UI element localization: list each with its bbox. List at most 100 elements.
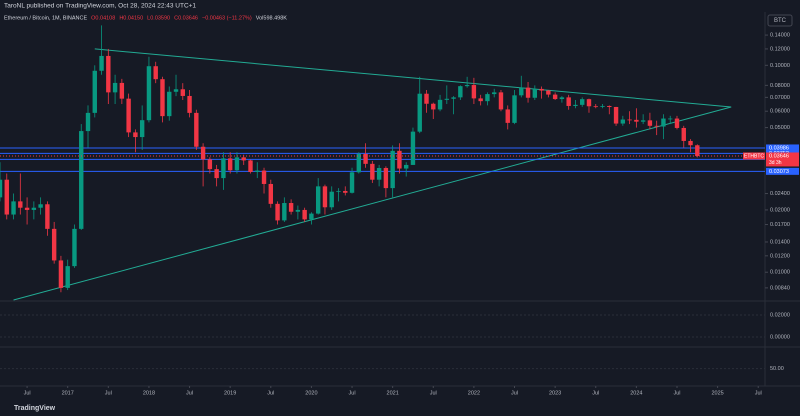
candle-body xyxy=(288,203,294,212)
footer-logo: TradingView xyxy=(14,405,56,412)
candle-body xyxy=(153,66,158,80)
level-label: 0.03986 xyxy=(769,145,789,151)
candle-body xyxy=(221,158,226,179)
y-tick-label: 0.02000 xyxy=(770,207,790,213)
candle-body xyxy=(126,98,131,133)
candle-body xyxy=(248,160,253,173)
currency-box[interactable] xyxy=(767,14,793,27)
y-tick-label: 0.12000 xyxy=(770,46,790,52)
y-tick-label: 0.05000 xyxy=(770,125,790,131)
candle-body xyxy=(261,170,267,184)
candle-body xyxy=(559,97,565,100)
candle-body xyxy=(471,85,477,99)
currency[interactable]: BTC xyxy=(774,18,787,24)
x-tick-label: 2023 xyxy=(549,390,561,396)
candle-body xyxy=(552,94,558,100)
candle-body xyxy=(403,164,409,169)
candle-body xyxy=(45,204,50,229)
candle-body xyxy=(356,153,362,173)
macd-tick-label: 0.02000 xyxy=(770,312,790,318)
level-label-box xyxy=(766,144,799,152)
candle-body xyxy=(532,88,538,98)
candle-body xyxy=(580,99,585,105)
candle-body xyxy=(139,120,145,138)
candle-body xyxy=(241,157,246,161)
high: H0.04150 xyxy=(119,15,143,21)
y-tick-label: 0.02400 xyxy=(770,191,790,197)
candle-body xyxy=(464,85,470,87)
candle-body xyxy=(376,167,382,180)
last-price-label: 0.03646 xyxy=(769,153,789,159)
candle-body xyxy=(343,190,348,193)
candle-body xyxy=(187,95,192,113)
y-tick-label: 0.06000 xyxy=(770,109,790,115)
x-tick-label: 2022 xyxy=(468,390,480,396)
candle-body xyxy=(437,99,443,110)
candle-body xyxy=(363,153,368,164)
candle-body xyxy=(268,183,273,204)
candle-body xyxy=(485,94,490,102)
candle-body xyxy=(505,109,510,123)
candle-body xyxy=(51,228,57,261)
candle-body xyxy=(634,119,639,122)
candle-body xyxy=(593,106,598,108)
candle-body xyxy=(24,207,30,210)
candle-body xyxy=(336,190,341,192)
candle-body xyxy=(539,88,544,91)
candle-body xyxy=(519,87,524,96)
candle-body xyxy=(627,119,632,121)
y-tick-label: 0.14000 xyxy=(770,33,790,39)
candle-body xyxy=(620,119,626,124)
candle-body xyxy=(38,204,43,208)
candle-body xyxy=(65,266,70,288)
level-label: 0.03073 xyxy=(769,169,789,175)
candle-body xyxy=(647,120,653,126)
candle-body xyxy=(586,99,592,107)
candle-body xyxy=(79,131,84,229)
author: TaroNL published on TradingView.com, Oct… xyxy=(4,3,196,10)
candle-body xyxy=(322,186,328,208)
candle-body xyxy=(431,103,436,110)
x-tick-label: 2017 xyxy=(62,390,74,396)
change: −0.00463 (−11.27%) xyxy=(202,15,252,21)
y-tick-label: 0.01700 xyxy=(770,222,790,228)
candle-body xyxy=(451,97,456,99)
trendline xyxy=(94,48,732,108)
candle-body xyxy=(194,112,199,147)
candle-body xyxy=(397,150,402,169)
level-label-box xyxy=(766,167,799,175)
candle-body xyxy=(112,82,118,93)
candle-body xyxy=(674,118,680,128)
x-tick-label: Jul xyxy=(24,390,31,396)
x-tick-label: 2024 xyxy=(630,390,642,396)
symbol: Ethereum / Bitcoin, 1M, BINANCE xyxy=(4,15,87,21)
candle-body xyxy=(417,93,422,132)
countdown: 3d 3h xyxy=(769,160,782,166)
candle-body xyxy=(410,131,416,165)
candle-body xyxy=(349,172,355,193)
candle-body xyxy=(18,201,23,208)
legend-row: Ethereum / Bitcoin, 1M, BINANCE O0.04108… xyxy=(4,15,287,21)
candle-body xyxy=(146,66,152,121)
candle-body xyxy=(688,140,693,146)
candle-body xyxy=(383,167,389,189)
x-tick-label: 2019 xyxy=(224,390,236,396)
candle-body xyxy=(654,125,659,127)
candle-body xyxy=(72,228,77,267)
x-tick-label: Jul xyxy=(349,390,356,396)
ticker-label: ETHBTC xyxy=(744,153,764,159)
candle-body xyxy=(4,179,9,215)
x-tick-label: Jul xyxy=(511,390,518,396)
candle-body xyxy=(573,104,578,106)
candle-body xyxy=(390,150,395,189)
y-tick-label: 0.01400 xyxy=(770,239,790,245)
y-tick-label: 0.08000 xyxy=(770,83,790,89)
macd-tick-label: 0.00000 xyxy=(770,334,790,340)
x-tick-label: Jul xyxy=(186,390,193,396)
candle-body xyxy=(681,127,686,141)
rsi-tick-label: 50.00 xyxy=(770,366,784,372)
trendline xyxy=(13,106,732,301)
candle-body xyxy=(295,209,301,212)
candle-body xyxy=(600,105,605,107)
